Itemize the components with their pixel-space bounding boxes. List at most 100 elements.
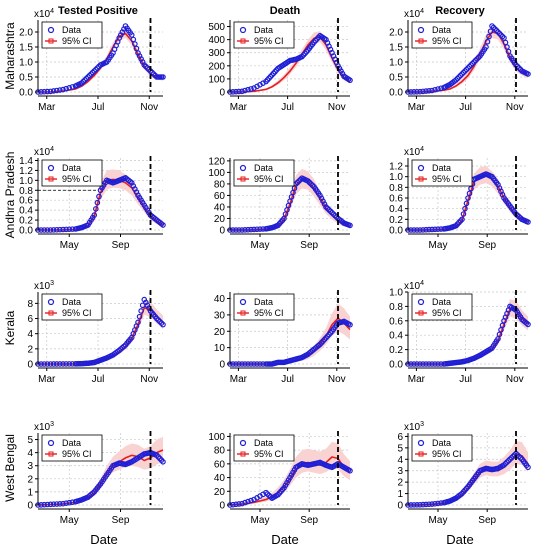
axis-multiplier: x103 <box>34 421 54 433</box>
legend-ci-marker <box>240 451 246 457</box>
legend-data-marker <box>47 439 55 447</box>
data-point <box>487 28 494 35</box>
data-point <box>525 219 531 225</box>
y-tick-label: 100 <box>208 168 225 179</box>
data-point <box>429 226 435 233</box>
x-tick-label: Jul <box>281 102 294 113</box>
y-tick-label: 2.0 <box>389 28 403 39</box>
y-tick-label: 1.0 <box>19 176 33 187</box>
data-point <box>432 500 438 507</box>
legend-data-label: Data <box>432 25 451 35</box>
x-tick-label: Nov <box>140 374 158 385</box>
y-tick-label: 200 <box>208 61 225 72</box>
axis-multiplier: x104 <box>404 8 424 20</box>
x-tick-label: Sep <box>300 515 318 526</box>
data-point <box>50 501 57 507</box>
data-point <box>411 89 417 95</box>
row-label-maharashtra: Maharashtra <box>3 22 17 90</box>
x-tick-label: Jul <box>92 374 105 385</box>
y-tick-label: 60 <box>214 191 226 202</box>
x-axis-label-col1: Date <box>90 532 117 547</box>
data-point <box>245 86 251 93</box>
y-tick-label: 0.0 <box>19 226 33 237</box>
y-tick-label: 0.2 <box>19 216 33 227</box>
x-tick-label: Sep <box>112 240 130 251</box>
legend-data-marker <box>47 298 55 306</box>
x-tick-label: Sep <box>112 515 130 526</box>
data-point <box>248 361 254 367</box>
x-tick-label: Jul <box>92 102 105 113</box>
data-point <box>347 222 353 229</box>
data-point <box>38 361 44 367</box>
legend-ci-label: 95% CI <box>62 36 92 46</box>
legend-ci-marker <box>240 176 246 182</box>
y-tick-label: 20 <box>214 487 226 498</box>
y-tick-label: 400 <box>208 35 225 46</box>
legend-box <box>233 434 295 462</box>
legend-ci-marker <box>240 310 246 316</box>
data-point <box>411 502 417 508</box>
data-point <box>38 502 44 508</box>
legend-data-label: Data <box>432 438 451 448</box>
y-tick-label: 0.4 <box>19 206 33 217</box>
y-tick-label: 10 <box>214 343 226 354</box>
x-tick-label: Mar <box>408 102 426 113</box>
data-point <box>135 319 141 326</box>
y-tick-label: 2.0 <box>19 28 33 39</box>
x-tick-label: May <box>429 515 448 526</box>
data-point <box>408 502 414 508</box>
x-tick-label: May <box>60 240 79 251</box>
row-label-west-bengal: West Bengal <box>3 434 17 502</box>
y-tick-label: 300 <box>208 48 225 59</box>
data-point <box>63 226 69 233</box>
axis-multiplier-exponent: 4 <box>420 146 424 153</box>
y-tick-label: 2 <box>27 474 33 485</box>
data-point <box>63 85 69 92</box>
data-point <box>423 501 429 508</box>
fit-line <box>230 317 351 365</box>
data-point <box>44 227 51 233</box>
data-point <box>47 227 54 233</box>
legend-data-label: Data <box>432 297 451 307</box>
legend-ci-marker <box>48 38 54 44</box>
legend-data-label: Data <box>432 163 451 173</box>
ci-band <box>230 303 350 364</box>
data-point <box>417 227 423 233</box>
y-tick-label: 80 <box>214 179 226 190</box>
x-tick-label: Nov <box>328 102 346 113</box>
y-tick-label: 1.0 <box>389 58 403 69</box>
y-tick-label: 0.5 <box>19 73 33 84</box>
legend-data-marker <box>239 164 247 172</box>
data-point <box>417 361 423 367</box>
data-point <box>411 227 417 233</box>
y-tick-label: 40 <box>214 294 226 305</box>
data-point <box>465 195 471 201</box>
y-tick-label: 0 <box>219 501 225 512</box>
data-point <box>245 361 251 367</box>
data-point <box>423 88 429 94</box>
y-tick-label: 0.8 <box>19 186 33 197</box>
x-tick-label: Nov <box>328 374 346 385</box>
data-point <box>66 361 73 367</box>
column-title-death: Death <box>270 5 301 17</box>
legend-box <box>411 21 473 49</box>
legend-ci-marker <box>48 176 54 182</box>
axis-multiplier: x104 <box>34 146 54 158</box>
data-point <box>426 88 432 94</box>
y-tick-label: 0.8 <box>389 302 403 313</box>
legend-ci-marker <box>418 310 424 316</box>
legend-ci-label: 95% CI <box>62 449 92 459</box>
data-point <box>239 361 245 367</box>
data-point <box>484 38 491 45</box>
axis-multiplier-exponent: 4 <box>420 8 424 15</box>
legend-ci-marker <box>418 38 424 44</box>
y-tick-label: 0.6 <box>389 316 403 327</box>
